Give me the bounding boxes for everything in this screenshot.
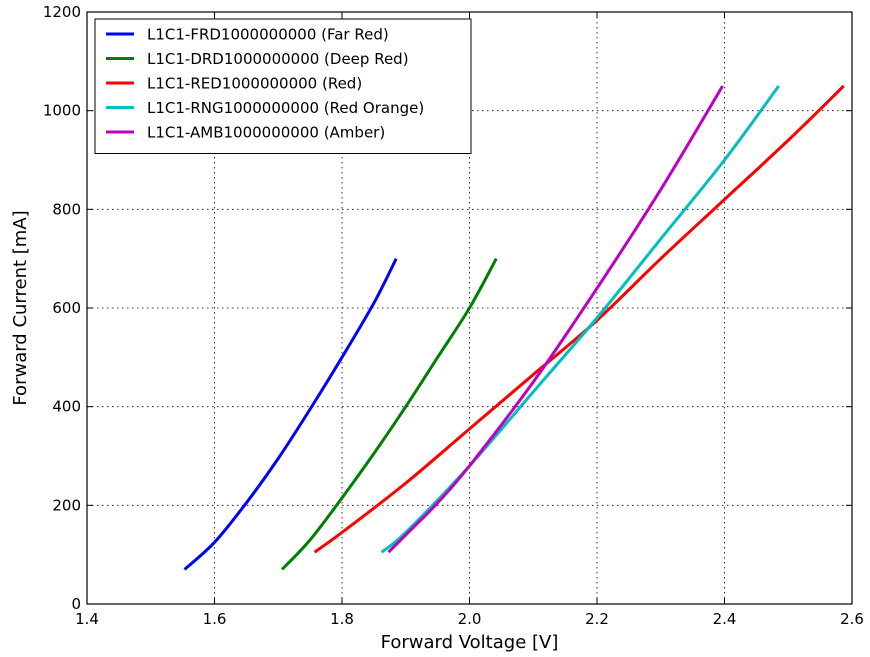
y-tick-label: 800 bbox=[52, 200, 81, 218]
y-axis-label: Forward Current [mA] bbox=[10, 210, 31, 405]
series-line-5 bbox=[387, 85, 724, 554]
x-tick-label: 2.0 bbox=[458, 610, 482, 628]
y-tick-label: 200 bbox=[52, 496, 81, 514]
series-line-1 bbox=[183, 257, 398, 571]
x-tick-label: 1.4 bbox=[75, 610, 99, 628]
legend-label-2: L1C1-DRD1000000000 (Deep Red) bbox=[147, 50, 409, 68]
legend-label-1: L1C1-FRD1000000000 (Far Red) bbox=[147, 26, 389, 44]
legend-label-3: L1C1-RED1000000000 (Red) bbox=[147, 75, 362, 93]
y-tick-label: 600 bbox=[52, 299, 81, 317]
axis-ticks: 1.4 1.6 1.8 2.0 2.2 2.4 2.6 0 200 400 600 800 1000 12… bbox=[43, 3, 864, 628]
y-tick-label: 1200 bbox=[43, 3, 81, 21]
y-tick-label: 400 bbox=[52, 398, 81, 416]
y-tick-label: 0 bbox=[71, 595, 81, 613]
x-tick-label: 2.6 bbox=[840, 610, 864, 628]
x-tick-label: 1.8 bbox=[330, 610, 354, 628]
series-line-2 bbox=[280, 257, 498, 571]
legend: L1C1-FRD1000000000 (Far Red) L1C1-DRD1000… bbox=[94, 18, 472, 154]
legend-label-4: L1C1-RNG1000000000 (Red Orange) bbox=[147, 99, 424, 117]
x-tick-label: 1.6 bbox=[203, 610, 227, 628]
y-tick-label: 1000 bbox=[43, 102, 81, 120]
legend-label-5: L1C1-AMB1000000000 (Amber) bbox=[147, 124, 385, 142]
x-axis-label: Forward Voltage [V] bbox=[381, 632, 559, 653]
series-lines bbox=[183, 84, 845, 571]
series-line-3 bbox=[313, 84, 845, 554]
legend-box bbox=[94, 18, 472, 154]
series-line-4 bbox=[380, 85, 780, 554]
x-tick-label: 2.2 bbox=[585, 610, 609, 628]
x-tick-label: 2.4 bbox=[713, 610, 737, 628]
